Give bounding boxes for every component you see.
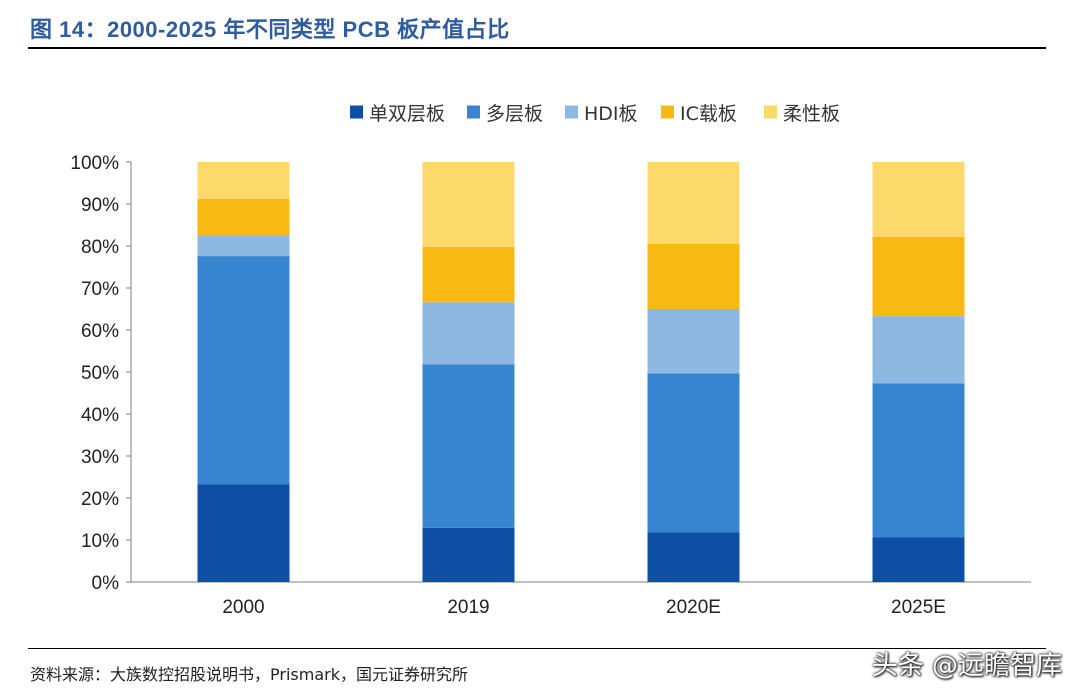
title-divider: [28, 47, 1046, 49]
legend-swatch: [661, 105, 674, 119]
x-tick-label: 2019: [447, 597, 489, 618]
y-tick-label: 10%: [81, 531, 119, 552]
bar-segment-2-1: [647, 373, 740, 533]
bar-segment-1-0: [422, 527, 515, 582]
legend-label: HDI板: [584, 103, 638, 125]
bar-segment-3-4: [872, 162, 965, 237]
legend-swatch: [350, 105, 363, 119]
bar-segment-1-3: [422, 246, 515, 303]
legend-swatch: [467, 105, 480, 119]
x-tick-label: 2025E: [891, 597, 946, 618]
bar-segment-1-4: [422, 162, 515, 247]
legend-label: IC载板: [680, 103, 737, 125]
y-tick-label: 30%: [81, 447, 119, 468]
x-tick-label: 2020E: [666, 597, 721, 618]
y-tick-label: 80%: [81, 237, 119, 258]
bar-segment-2-0: [647, 532, 740, 582]
chart-legend: 单双层板 多层板 HDI板 IC载板 柔性板: [350, 103, 840, 125]
x-tick-label: 2000: [222, 597, 264, 618]
bar-segment-3-2: [872, 316, 965, 384]
y-tick-label: 40%: [81, 405, 119, 426]
bar-segment-0-2: [197, 235, 290, 257]
legend-label: 柔性板: [783, 103, 840, 125]
bar-segment-2-2: [647, 309, 740, 374]
bar-segment-3-0: [872, 537, 965, 582]
bar-segment-1-1: [422, 364, 515, 528]
source-note: 资料来源：大族数控招股说明书，Prismark，国元证券研究所: [30, 665, 468, 684]
x-axis-labels: 2000 2019 2020E 2025E: [222, 597, 946, 618]
bar-group: [197, 162, 965, 582]
watermark-text: 头条 @远瞻智库: [871, 651, 1062, 681]
y-tick-label: 90%: [81, 195, 119, 216]
bar-segment-2-4: [647, 162, 740, 244]
footer-divider: [28, 648, 1046, 649]
bar-segment-0-4: [197, 162, 290, 199]
y-tick-label: 70%: [81, 279, 119, 300]
bar-segment-1-2: [422, 302, 515, 365]
legend-label: 单双层板: [369, 103, 445, 125]
legend-swatch: [565, 105, 578, 119]
y-tick-label: 60%: [81, 321, 119, 342]
bar-segment-0-1: [197, 256, 290, 485]
y-tick-label: 50%: [81, 363, 119, 384]
bar-segment-0-0: [197, 484, 290, 582]
y-tick-label: 100%: [70, 153, 119, 174]
legend-swatch: [764, 105, 777, 119]
y-tick-label: 0%: [92, 573, 120, 594]
bar-segment-0-3: [197, 198, 290, 236]
bar-segment-3-3: [872, 236, 965, 317]
y-tick-label: 20%: [81, 489, 119, 510]
bar-segment-3-1: [872, 383, 965, 538]
bar-segment-2-3: [647, 243, 740, 309]
chart-title: 图 14：2000-2025 年不同类型 PCB 板产值占比: [30, 17, 510, 42]
legend-label: 多层板: [486, 103, 543, 125]
